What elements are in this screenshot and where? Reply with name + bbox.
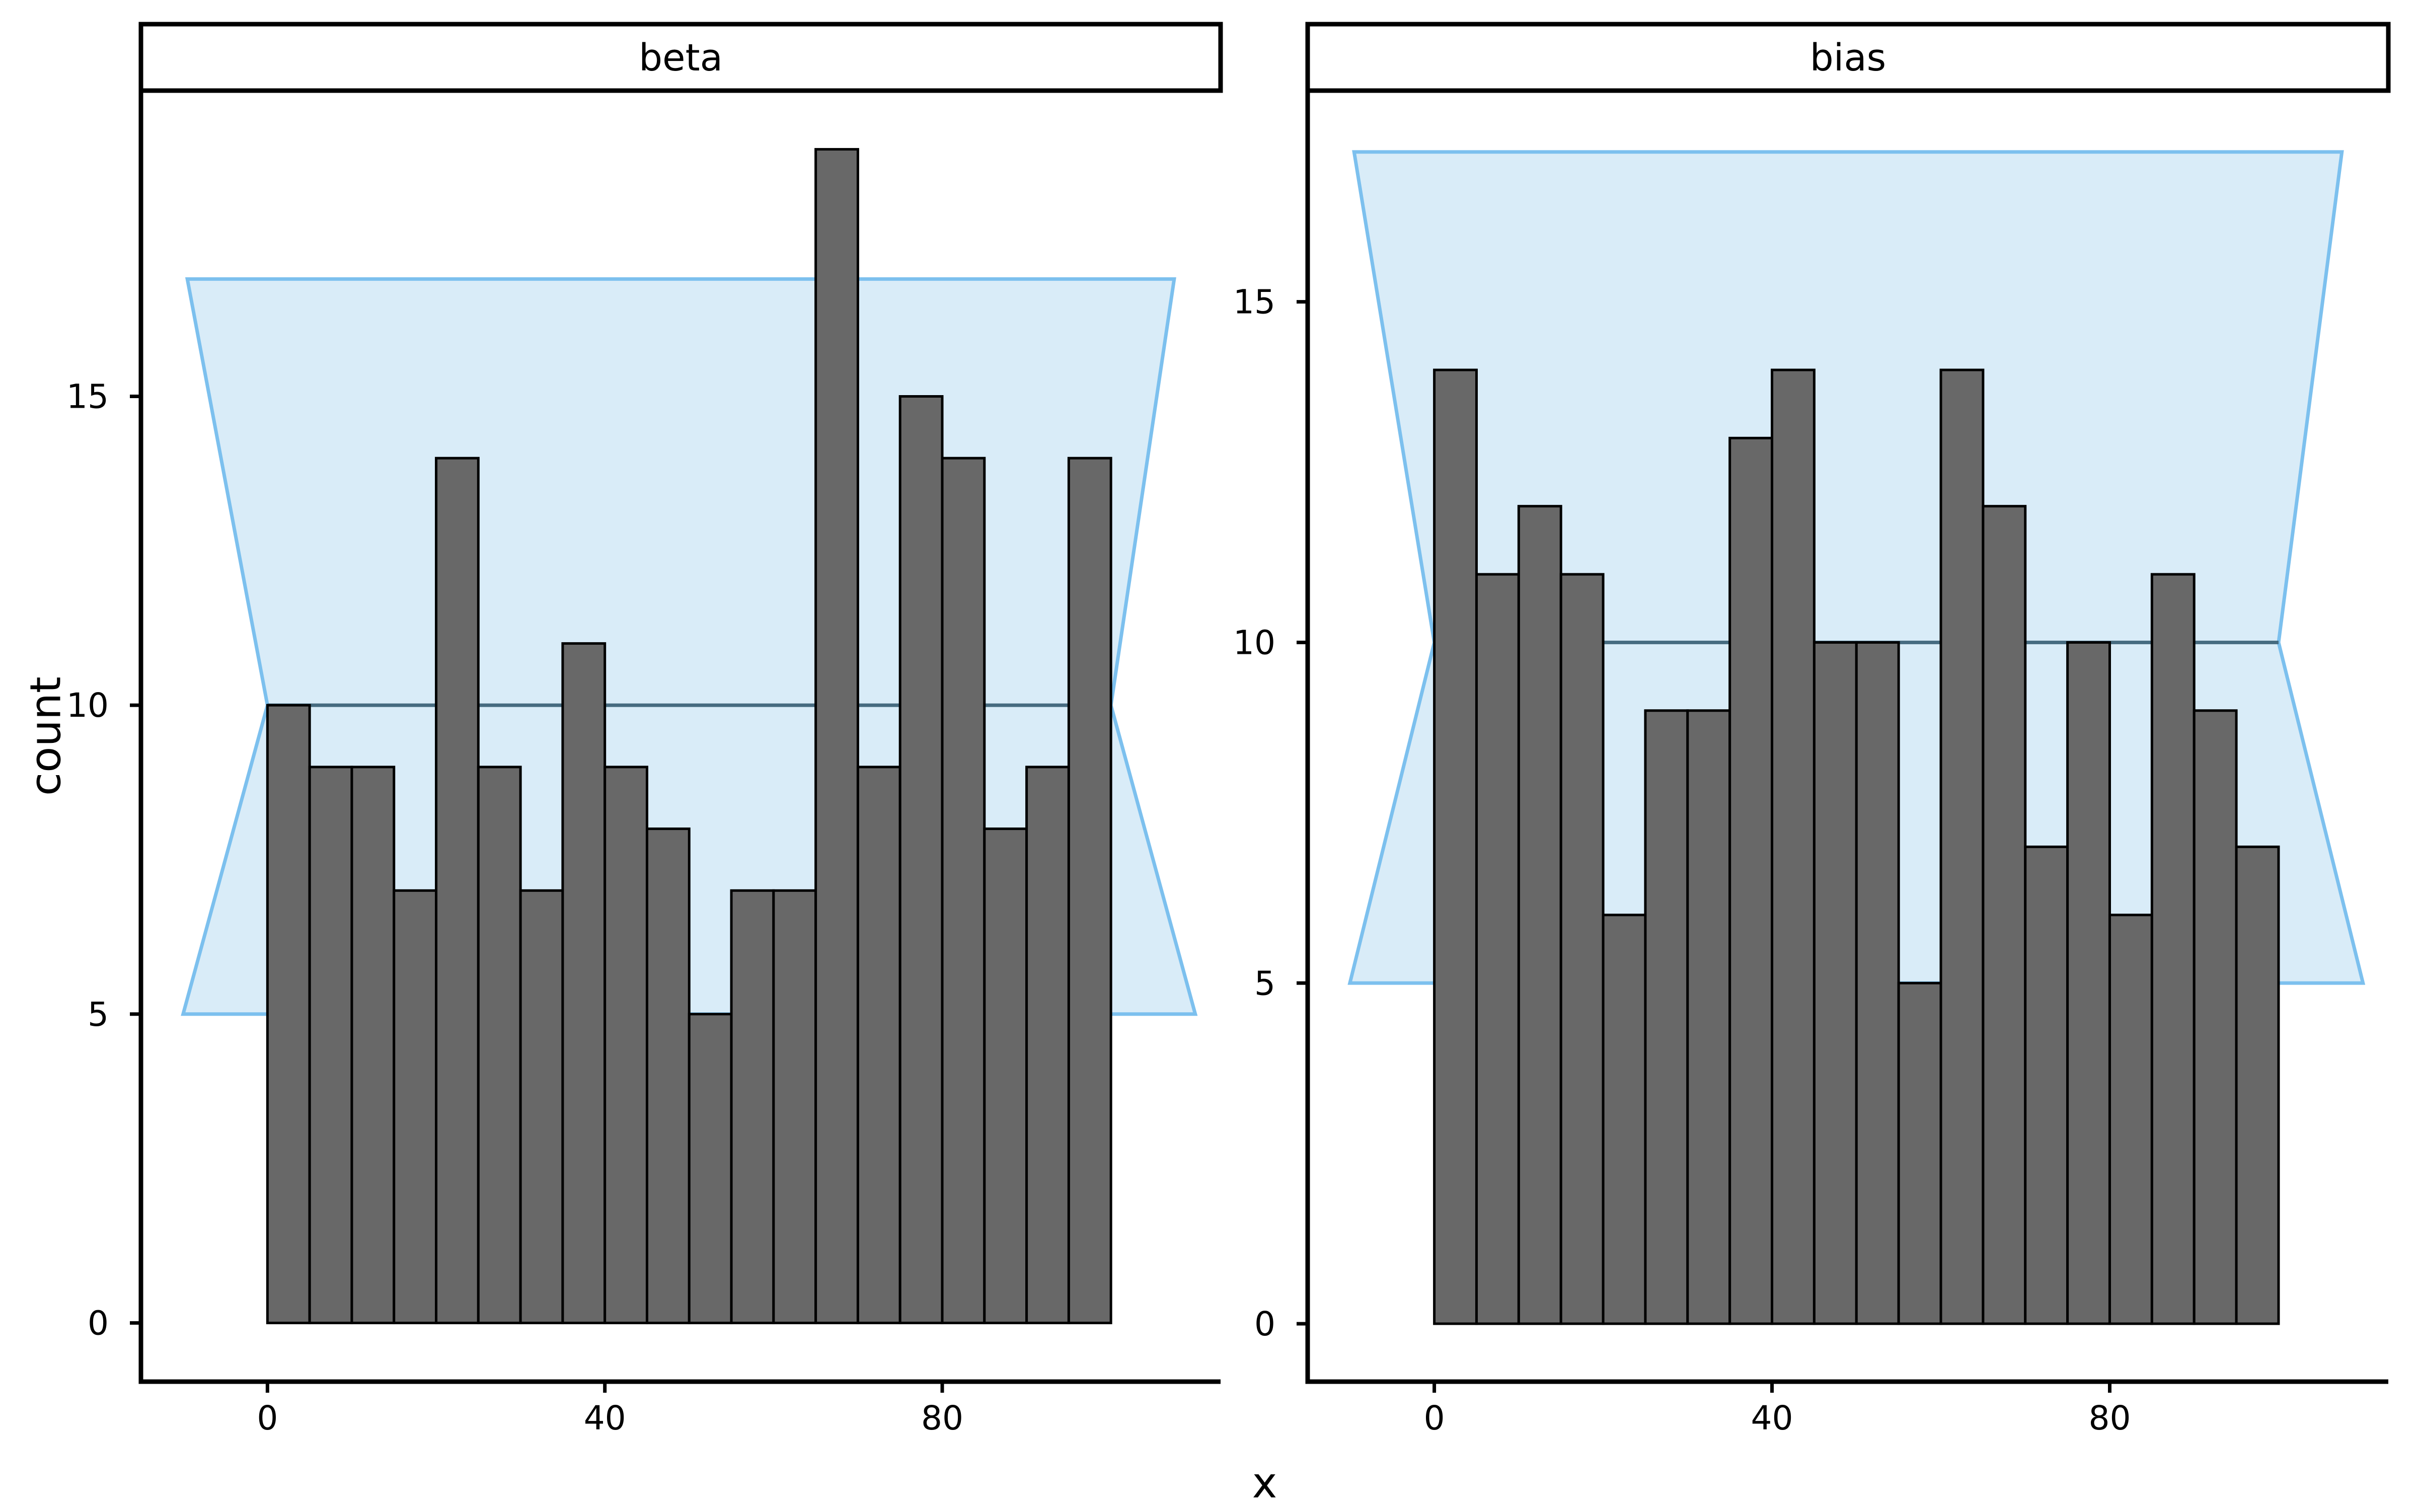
histogram-bar: [2066, 641, 2111, 1325]
histogram-bar: [941, 457, 986, 1324]
histogram-bar: [393, 889, 438, 1324]
histogram-bar: [898, 395, 944, 1324]
y-tick-label: 15: [66, 377, 109, 416]
x-tick-label: 80: [2088, 1399, 2131, 1438]
histogram-bar: [1644, 709, 1689, 1325]
histogram-bar: [1728, 436, 1774, 1325]
histogram-bar: [814, 148, 859, 1324]
histogram-bar: [435, 457, 480, 1324]
facet-panel-bias: 0 5 10 15 0 40 80 bias: [1233, 22, 2391, 1438]
histogram-bar: [688, 1013, 733, 1324]
histogram-bars: [266, 148, 1112, 1324]
x-tick-label: 40: [1751, 1399, 1793, 1438]
histogram-bar: [1813, 641, 1858, 1325]
histogram-bar: [1897, 981, 1942, 1325]
y-tick-label: 0: [88, 1304, 109, 1343]
histogram-bar: [2108, 914, 2153, 1325]
histogram-bars: [1433, 368, 2280, 1325]
histogram-bar: [2235, 845, 2280, 1325]
histogram-bar: [2024, 845, 2069, 1325]
facet-strip-box-bias: [1305, 22, 2391, 93]
histogram-bar: [1602, 914, 1647, 1325]
histogram-bar: [350, 766, 396, 1324]
x-tick-label: 40: [584, 1399, 626, 1438]
histogram-bar: [1067, 457, 1112, 1324]
x-axis-title: x: [1252, 1458, 1277, 1507]
histogram-bar: [983, 827, 1028, 1324]
x-tick-label: 0: [257, 1399, 278, 1438]
y-tick-label: 0: [1254, 1305, 1275, 1343]
histogram-bar: [772, 889, 817, 1324]
histogram-bar: [561, 642, 607, 1324]
histogram-bar: [1771, 368, 1816, 1325]
histogram-bar: [1686, 709, 1731, 1325]
histogram-bar: [477, 766, 522, 1324]
histogram-bar: [730, 889, 775, 1324]
histogram-bar: [1982, 505, 2027, 1325]
histogram-bar: [519, 889, 564, 1324]
histogram-bar: [1517, 505, 1562, 1325]
histogram-bar: [2150, 573, 2196, 1325]
histogram-bar: [1855, 641, 1900, 1325]
histogram-bar: [266, 704, 311, 1324]
facet-strip-label-beta: beta: [639, 36, 723, 80]
histogram-bar: [1433, 368, 1478, 1325]
y-tick-label: 5: [1254, 964, 1275, 1003]
histogram-bar: [856, 766, 901, 1324]
y-tick-label: 10: [66, 686, 109, 725]
y-tick-label: 15: [1233, 283, 1275, 322]
histogram-bar: [1939, 368, 1985, 1325]
x-tick-label: 0: [1424, 1399, 1445, 1438]
histogram-bar: [2193, 709, 2238, 1325]
facet-strip-label-bias: bias: [1810, 36, 1886, 80]
y-axis-title: count: [21, 676, 70, 796]
histogram-bar: [1025, 766, 1070, 1324]
histogram-bar: [645, 827, 691, 1324]
histogram-bar: [1559, 573, 1605, 1325]
x-tick-label: 80: [921, 1399, 963, 1438]
facet-panel-beta: 0 5 10 15 0 40 80 beta: [66, 22, 1223, 1438]
histogram-bar: [1475, 573, 1520, 1325]
y-tick-label: 5: [88, 995, 109, 1034]
histogram-bar: [308, 766, 353, 1324]
facet-strip-box-beta: [138, 22, 1223, 93]
y-tick-label: 10: [1233, 623, 1275, 662]
histogram-bar: [603, 766, 648, 1324]
